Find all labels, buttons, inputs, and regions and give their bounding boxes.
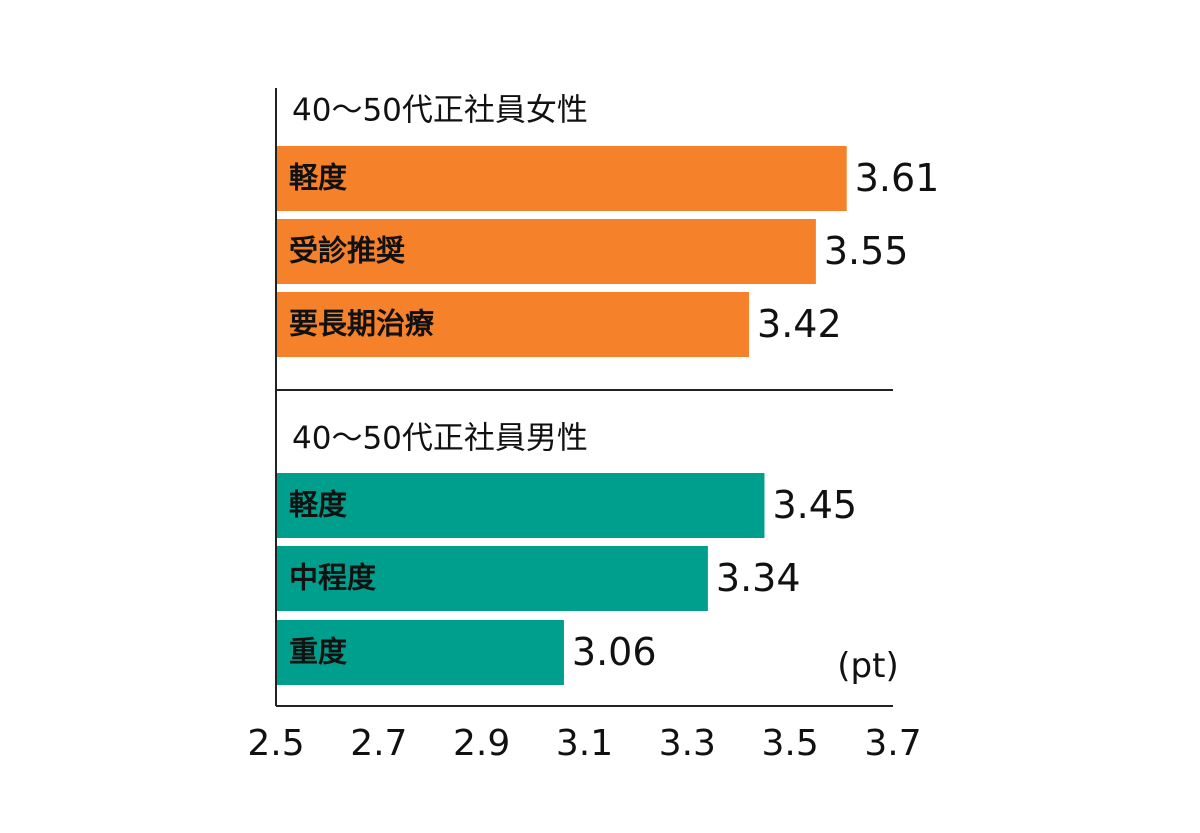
x-tick-label: 3.3 bbox=[659, 723, 716, 764]
group-title: 40～50代正社員男性 bbox=[292, 421, 588, 457]
x-tick-label: 3.5 bbox=[762, 723, 819, 764]
bar bbox=[276, 473, 765, 538]
data-label: 3.55 bbox=[824, 229, 909, 273]
unit-label: (pt) bbox=[837, 646, 898, 686]
x-tick-label: 2.5 bbox=[247, 723, 304, 764]
data-label: 3.61 bbox=[855, 156, 940, 200]
bar-label: 軽度 bbox=[289, 161, 347, 195]
bar-label: 中程度 bbox=[289, 561, 376, 595]
x-tick-label: 2.7 bbox=[350, 723, 407, 764]
bar bbox=[276, 546, 708, 611]
bar-label: 受診推奨 bbox=[289, 234, 405, 268]
x-tick-label: 3.1 bbox=[556, 723, 613, 764]
data-label: 3.45 bbox=[772, 483, 857, 527]
axis-layer bbox=[275, 88, 893, 707]
bar bbox=[276, 146, 847, 211]
x-tick-labels: 2.5 2.7 2.9 3.1 3.3 3.5 3.7 bbox=[247, 723, 921, 764]
bar-label: 重度 bbox=[289, 635, 347, 669]
data-label: 3.42 bbox=[757, 302, 842, 346]
bar bbox=[276, 620, 564, 685]
x-tick-label: 3.7 bbox=[864, 723, 921, 764]
bar bbox=[276, 219, 816, 284]
x-tick-label: 2.9 bbox=[453, 723, 510, 764]
data-label: 3.06 bbox=[572, 630, 657, 674]
bar bbox=[276, 292, 750, 357]
bar-label: 軽度 bbox=[289, 488, 347, 522]
data-label: 3.34 bbox=[716, 556, 801, 600]
group-title: 40～50代正社員女性 bbox=[292, 93, 588, 129]
bar-label: 要長期治療 bbox=[289, 307, 435, 341]
